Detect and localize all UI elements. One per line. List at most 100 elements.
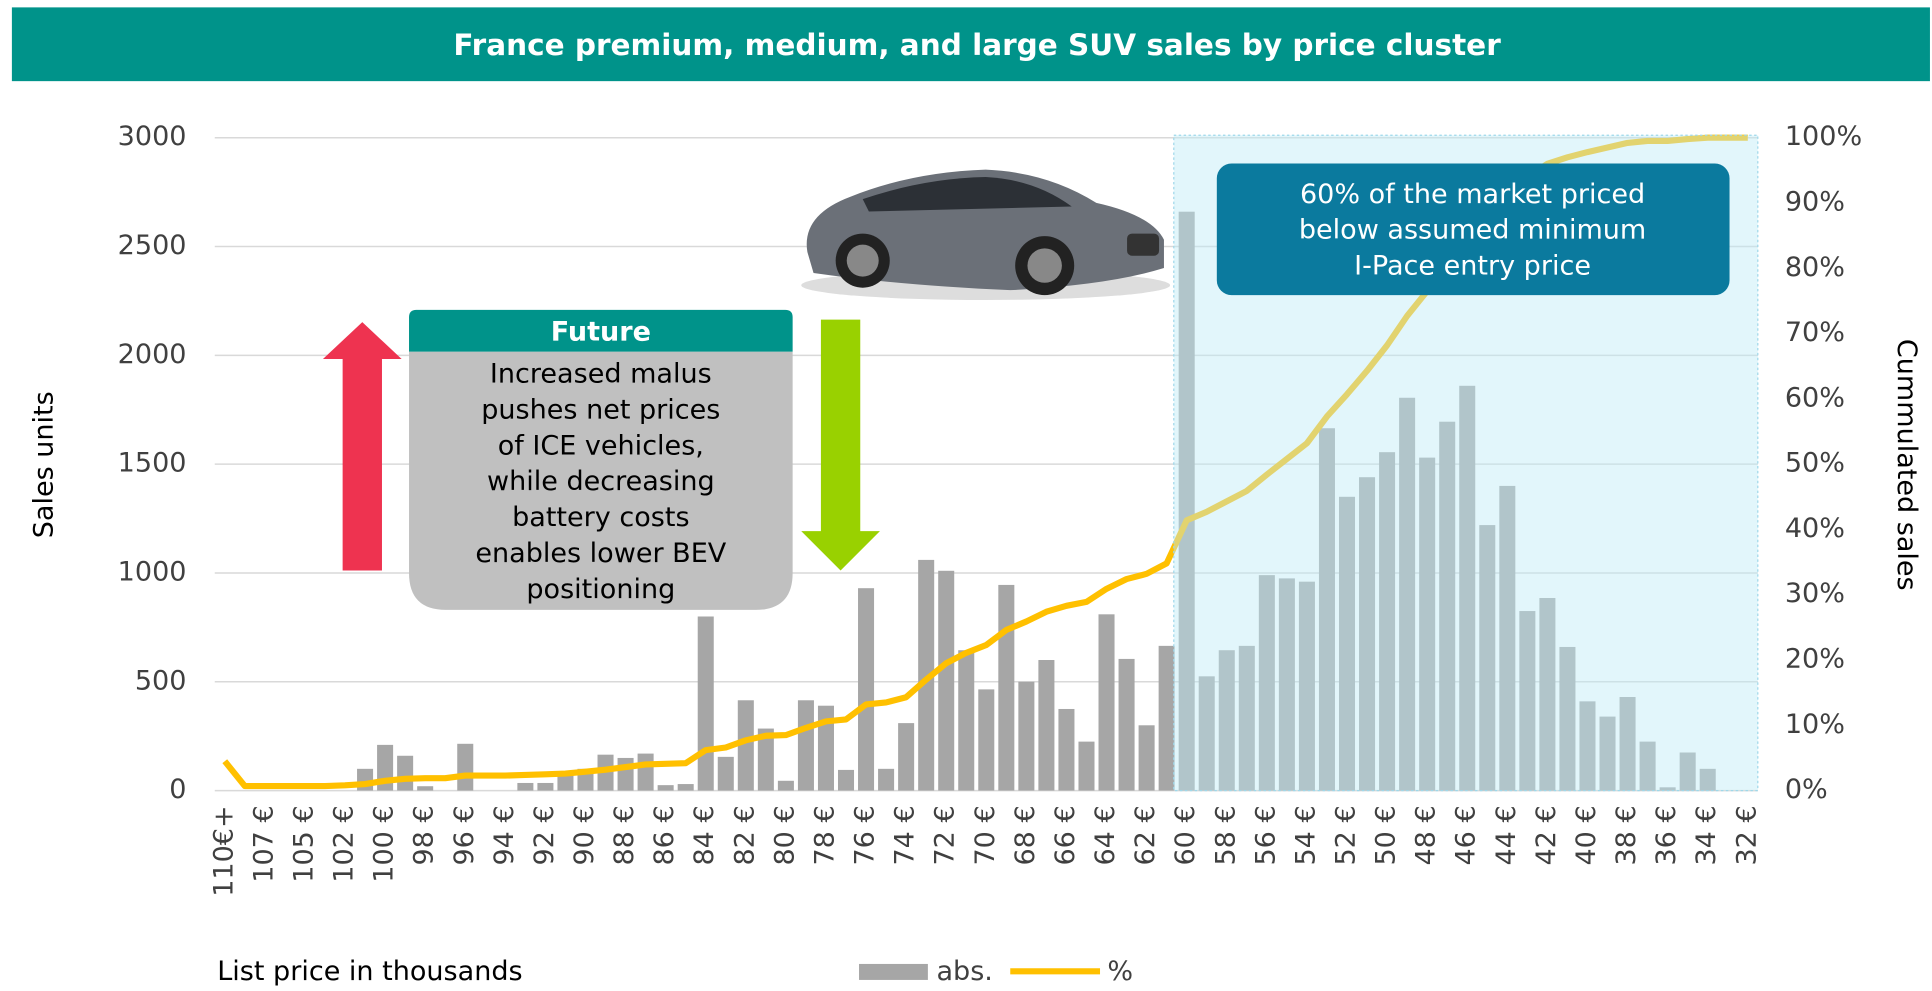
x-tick-label: 84 € bbox=[689, 805, 720, 865]
x-tick-label: 50 € bbox=[1371, 805, 1402, 865]
y-tick-label: 2500 bbox=[118, 230, 187, 261]
bar bbox=[397, 756, 413, 791]
y2-tick-label: 50% bbox=[1785, 448, 1845, 479]
y2-tick-label: 40% bbox=[1785, 513, 1845, 544]
x-tick-label: 42 € bbox=[1531, 805, 1562, 865]
x-tick-label: 110€+ bbox=[208, 805, 239, 896]
future-text: Increased malus pushes net prices of ICE v… bbox=[475, 359, 726, 605]
bar bbox=[798, 700, 814, 790]
future-text-line: positioning bbox=[526, 574, 675, 605]
y-tick-label: 1000 bbox=[118, 556, 187, 587]
bar bbox=[1038, 660, 1054, 791]
x-tick-label: 105 € bbox=[288, 805, 319, 882]
x-tick-label: 72 € bbox=[930, 805, 961, 865]
x-tick-label: 48 € bbox=[1411, 805, 1442, 865]
x-tick-label: 82 € bbox=[729, 805, 760, 865]
legend-label: % bbox=[1107, 956, 1133, 987]
chart: France premium, medium, and large SUV sa… bbox=[0, 0, 1932, 991]
y2-tick-label: 80% bbox=[1785, 252, 1845, 283]
y-axis-title: Sales units bbox=[29, 391, 60, 538]
future-text-line: Increased malus bbox=[490, 359, 712, 390]
y2-tick-label: 0% bbox=[1785, 774, 1828, 805]
x-tick-label: 86 € bbox=[649, 805, 680, 865]
y2-tick-label: 70% bbox=[1785, 317, 1845, 348]
x-tick-label: 38 € bbox=[1611, 805, 1642, 865]
bar bbox=[698, 616, 714, 790]
x-tick-label: 90 € bbox=[569, 805, 600, 865]
y-tick-label: 500 bbox=[135, 665, 187, 696]
bar bbox=[978, 689, 994, 790]
bar bbox=[417, 786, 433, 790]
y2-tick-label: 20% bbox=[1785, 644, 1845, 675]
bar bbox=[638, 754, 654, 791]
x-tick-label: 74 € bbox=[890, 805, 921, 865]
legend-label: abs. bbox=[936, 956, 992, 987]
x-tick-label: 70 € bbox=[970, 805, 1001, 865]
x-tick-label: 62 € bbox=[1130, 805, 1161, 865]
x-tick-label: 102 € bbox=[329, 805, 360, 882]
bar bbox=[1139, 725, 1155, 790]
x-tick-label: 88 € bbox=[609, 805, 640, 865]
bar bbox=[557, 775, 573, 790]
bar bbox=[1099, 614, 1115, 790]
y2-tick-label: 60% bbox=[1785, 382, 1845, 413]
x-tick-label: 107 € bbox=[248, 805, 279, 882]
x-tick-label: 66 € bbox=[1050, 805, 1081, 865]
future-text-line: pushes net prices bbox=[481, 394, 720, 425]
x-tick-label: 96 € bbox=[449, 805, 480, 865]
x-tick-label: 76 € bbox=[850, 805, 881, 865]
x-tick-label: 40 € bbox=[1571, 805, 1602, 865]
x-tick-label: 46 € bbox=[1451, 805, 1482, 865]
bar bbox=[718, 757, 734, 791]
up-arrow bbox=[323, 322, 402, 570]
bar bbox=[1018, 682, 1034, 791]
future-text-line: while decreasing bbox=[487, 466, 715, 497]
bar bbox=[537, 783, 553, 791]
bar bbox=[618, 758, 634, 791]
bar bbox=[1159, 646, 1175, 791]
x-tick-label: 54 € bbox=[1290, 805, 1321, 865]
x-tick-label: 34 € bbox=[1691, 805, 1722, 865]
x-tick-label: 64 € bbox=[1090, 805, 1121, 865]
bar bbox=[1058, 709, 1074, 791]
x-tick-label: 100 € bbox=[369, 805, 400, 882]
y-tick-label: 3000 bbox=[118, 121, 187, 152]
y2-tick-label: 90% bbox=[1785, 186, 1845, 217]
x-tick-label: 60 € bbox=[1170, 805, 1201, 865]
bar bbox=[778, 781, 794, 791]
car-image bbox=[801, 170, 1170, 300]
y-tick-label: 2000 bbox=[118, 339, 187, 370]
bar bbox=[858, 588, 874, 790]
bar bbox=[938, 571, 954, 791]
x-tick-label: 80 € bbox=[769, 805, 800, 865]
market-note-line: 60% of the market priced bbox=[1300, 179, 1645, 210]
future-text-line: of ICE vehicles, bbox=[498, 430, 704, 461]
bar bbox=[1078, 742, 1094, 791]
chart-title: France premium, medium, and large SUV sa… bbox=[453, 28, 1501, 62]
x-tick-label: 36 € bbox=[1651, 805, 1682, 865]
x-axis-title: List price in thousands bbox=[217, 956, 522, 987]
x-tick-label: 78 € bbox=[809, 805, 840, 865]
x-tick-label: 94 € bbox=[489, 805, 520, 865]
market-note-line: I-Pace entry price bbox=[1354, 250, 1591, 281]
legend-swatch bbox=[859, 964, 928, 980]
bar bbox=[958, 650, 974, 790]
x-tick-label: 92 € bbox=[529, 805, 560, 865]
bar bbox=[898, 723, 914, 790]
x-tick-label: 52 € bbox=[1331, 805, 1362, 865]
x-tick-label: 32 € bbox=[1731, 805, 1762, 865]
future-text-line: enables lower BEV bbox=[475, 538, 726, 569]
down-arrow bbox=[801, 320, 880, 571]
future-title: Future bbox=[551, 317, 651, 348]
y2-tick-label: 100% bbox=[1785, 121, 1862, 152]
y2-tick-label: 30% bbox=[1785, 578, 1845, 609]
bar bbox=[678, 784, 694, 791]
x-tick-label: 68 € bbox=[1010, 805, 1041, 865]
bar bbox=[838, 770, 854, 791]
bar bbox=[878, 769, 894, 791]
market-note-line: below assumed minimum bbox=[1299, 215, 1646, 246]
y2-axis-title: Cummulated sales bbox=[1891, 339, 1922, 591]
x-tick-label: 98 € bbox=[409, 805, 440, 865]
x-tick-label: 58 € bbox=[1210, 805, 1241, 865]
y2-tick-label: 10% bbox=[1785, 709, 1845, 740]
